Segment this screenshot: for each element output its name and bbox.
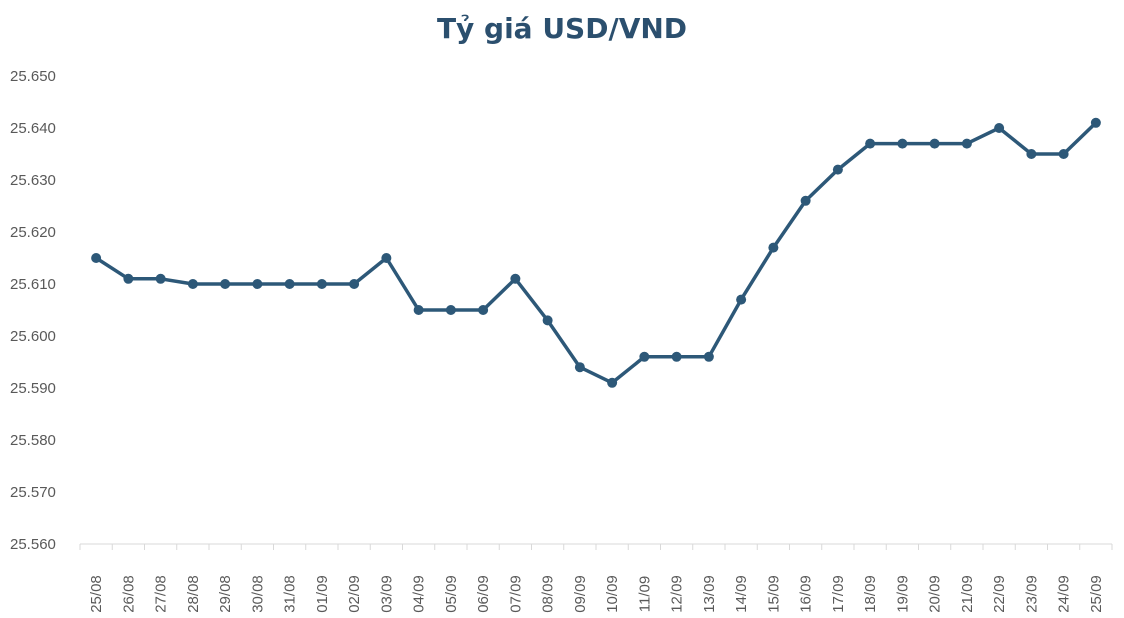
data-point xyxy=(994,123,1005,133)
data-point xyxy=(1090,117,1101,128)
series-points xyxy=(91,117,1101,388)
x-tick-label: 25/08 xyxy=(88,575,105,613)
data-point xyxy=(897,138,908,149)
x-tick-label: 12/09 xyxy=(669,575,686,613)
data-point xyxy=(284,279,295,289)
data-point xyxy=(607,377,618,388)
x-tick-label: 08/09 xyxy=(540,575,557,613)
data-point xyxy=(413,305,424,315)
x-tick-label: 23/09 xyxy=(1023,575,1040,613)
x-tick-label: 29/08 xyxy=(217,575,234,613)
data-point xyxy=(929,138,940,149)
x-tick-label: 25/09 xyxy=(1088,575,1105,613)
y-tick-label: 25.650 xyxy=(10,68,56,85)
x-tick-label: 07/09 xyxy=(507,575,524,613)
data-point xyxy=(478,305,489,315)
chart-title: Tỷ giá USD/VND xyxy=(436,12,688,45)
data-point xyxy=(768,242,779,253)
data-point xyxy=(800,195,811,206)
data-point xyxy=(961,138,972,149)
x-tick-label: 11/09 xyxy=(636,576,653,612)
x-tick-label: 15/09 xyxy=(765,575,782,613)
data-point xyxy=(736,294,747,305)
x-tick-label: 19/09 xyxy=(894,575,911,613)
data-point xyxy=(187,279,198,289)
x-tick-label: 05/09 xyxy=(443,575,460,613)
data-point xyxy=(865,138,876,149)
x-tick-label: 14/09 xyxy=(733,575,750,613)
series-line xyxy=(95,121,1098,385)
data-point xyxy=(1058,149,1069,159)
data-point xyxy=(445,305,456,315)
x-tick-label: 01/09 xyxy=(314,575,331,613)
y-tick-label: 25.600 xyxy=(10,328,56,345)
data-point xyxy=(381,253,392,263)
x-tick-label: 24/09 xyxy=(1056,575,1073,613)
data-point xyxy=(123,273,134,284)
x-tick-label: 27/08 xyxy=(153,575,170,613)
x-tick-label: 10/09 xyxy=(604,575,621,613)
x-tick-label: 31/08 xyxy=(282,575,299,613)
x-tick-label: 22/09 xyxy=(991,575,1008,613)
data-point xyxy=(220,279,231,289)
y-tick-label: 25.640 xyxy=(10,120,56,137)
x-tick-label: 09/09 xyxy=(572,575,589,613)
x-axis-ticks: 25/08 26/08 27/08 28/08 29/08 30/08 31/08 01/09… xyxy=(79,544,1113,613)
x-tick-label: 26/08 xyxy=(120,575,137,613)
x-tick-label: 18/09 xyxy=(862,575,879,613)
y-axis-ticks: 25.560 25.570 25.580 25.590 25.600 25.610 25.6… xyxy=(10,68,56,553)
data-point xyxy=(252,279,263,289)
x-tick-label: 28/08 xyxy=(185,575,202,613)
x-tick-label: 21/09 xyxy=(959,575,976,613)
y-tick-label: 25.580 xyxy=(10,432,56,449)
data-point xyxy=(639,351,650,362)
x-tick-label: 13/09 xyxy=(701,575,718,613)
data-point xyxy=(510,273,521,284)
x-tick-label: 06/09 xyxy=(475,575,492,613)
x-tick-label: 03/09 xyxy=(378,575,395,613)
data-point xyxy=(1026,149,1037,159)
data-point xyxy=(316,279,327,289)
y-tick-label: 25.560 xyxy=(10,536,56,553)
y-tick-label: 25.620 xyxy=(10,224,56,241)
data-point xyxy=(703,351,714,362)
data-point xyxy=(832,164,843,175)
data-point xyxy=(349,279,360,289)
x-tick-label: 02/09 xyxy=(346,575,363,613)
data-point xyxy=(671,351,682,362)
y-tick-label: 25.630 xyxy=(10,172,56,189)
data-point xyxy=(542,315,553,326)
y-tick-label: 25.610 xyxy=(10,276,56,293)
y-tick-label: 25.590 xyxy=(10,380,56,397)
data-point xyxy=(574,362,585,373)
x-tick-label: 04/09 xyxy=(411,575,428,613)
x-tick-label: 30/08 xyxy=(249,575,266,613)
data-point xyxy=(91,253,102,263)
data-point xyxy=(155,273,166,284)
x-tick-label: 20/09 xyxy=(927,575,944,613)
x-tick-label: 17/09 xyxy=(830,575,847,613)
x-tick-label: 16/09 xyxy=(798,575,815,613)
y-tick-label: 25.570 xyxy=(10,484,56,501)
